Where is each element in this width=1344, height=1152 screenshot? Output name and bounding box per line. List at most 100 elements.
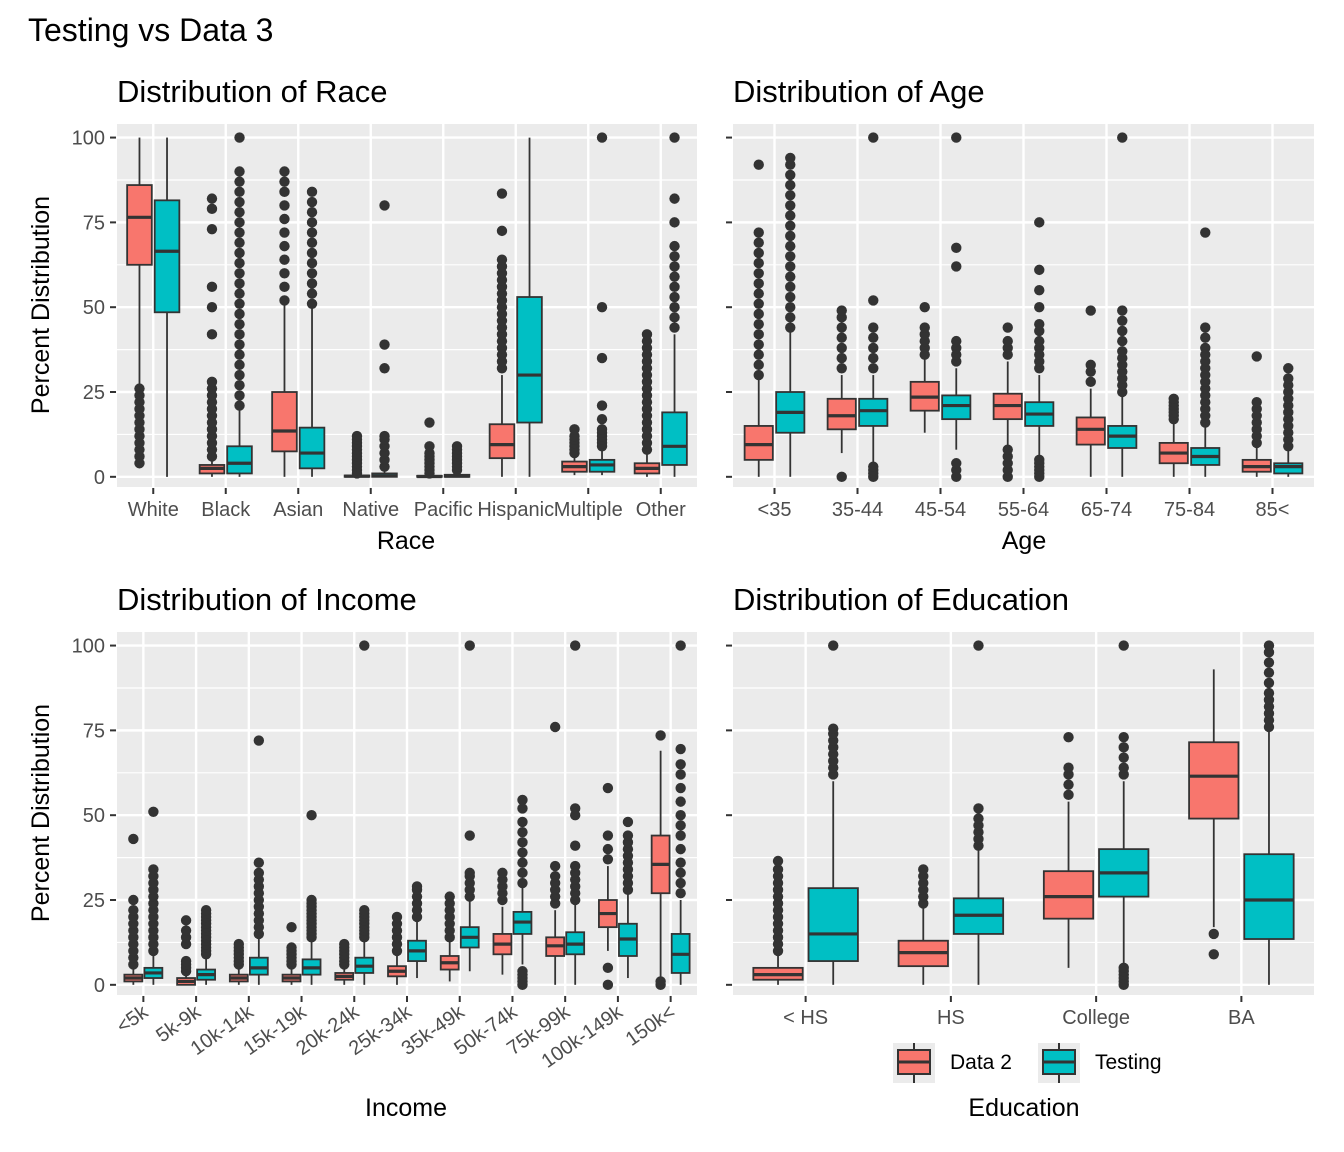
- panel-title: Distribution of Education: [733, 582, 1069, 617]
- outlier-point: [655, 976, 666, 987]
- outlier-point: [1168, 393, 1179, 404]
- y-axis-label: Percent Distribution: [27, 704, 55, 922]
- box: [897, 864, 949, 985]
- outlier-point: [234, 359, 245, 371]
- outlier-point: [306, 196, 318, 208]
- x-tick-label: < HS: [783, 1007, 828, 1029]
- x-tick-label: Native: [342, 499, 399, 521]
- outlier-point: [1118, 762, 1129, 773]
- box: [126, 137, 153, 469]
- box: [271, 166, 298, 477]
- outlier-point: [570, 860, 581, 872]
- outlier-point: [517, 826, 528, 838]
- outlier-point: [1263, 640, 1275, 651]
- outlier-point: [785, 179, 796, 191]
- box: [1098, 640, 1150, 991]
- x-axis-label: Education: [968, 1094, 1079, 1122]
- panel-income: Distribution of Income Income Percent Di…: [27, 582, 697, 1122]
- outlier-point: [306, 894, 317, 906]
- outlier-point: [134, 383, 145, 394]
- outlier-point: [1117, 335, 1128, 347]
- box: [807, 640, 859, 985]
- outlier-point: [1034, 285, 1045, 296]
- outlier-point: [596, 424, 608, 435]
- box: [588, 132, 616, 476]
- outlier-point: [669, 312, 680, 323]
- outlier-point: [785, 312, 796, 323]
- x-axis-label: Age: [1002, 527, 1046, 555]
- outlier-point: [675, 820, 686, 831]
- box: [387, 911, 407, 985]
- outlier-point: [596, 400, 608, 411]
- outlier-point: [753, 329, 764, 340]
- box-iqr: [1188, 741, 1240, 820]
- box: [176, 915, 196, 986]
- outlier-point: [918, 864, 929, 875]
- x-tick-label: 65-74: [1081, 499, 1132, 521]
- outlier-point: [753, 298, 764, 310]
- outlier-point: [785, 240, 796, 252]
- outlier-point: [234, 308, 245, 320]
- box: [228, 938, 249, 985]
- box: [952, 640, 1005, 985]
- outlier-point: [675, 867, 686, 879]
- series-testing: [143, 640, 691, 991]
- outlier-point: [1118, 640, 1129, 651]
- series-data-2: [126, 137, 661, 479]
- outlier-point: [200, 904, 212, 916]
- y-tick-label: 100: [72, 636, 105, 658]
- panel-title: Distribution of Age: [733, 74, 985, 109]
- x-tick-label: College: [1062, 1007, 1130, 1029]
- outlier-point: [868, 132, 879, 143]
- outlier-point: [279, 240, 290, 252]
- outlier-point: [1118, 752, 1129, 763]
- outlier-point: [148, 806, 159, 818]
- outlier-point: [785, 230, 796, 242]
- outlier-point: [675, 743, 686, 755]
- box: [1158, 393, 1189, 477]
- box: [1188, 669, 1240, 960]
- box: [909, 301, 940, 433]
- outlier-point: [753, 278, 764, 289]
- outlier-point: [655, 730, 666, 741]
- box: [123, 833, 144, 985]
- box: [1075, 305, 1106, 477]
- outlier-point: [253, 735, 265, 746]
- outlier-point: [1283, 373, 1294, 384]
- outlier-point: [669, 291, 680, 303]
- box-iqr: [807, 887, 859, 962]
- x-tick-label: HS: [937, 1007, 965, 1029]
- series-testing: [807, 640, 1295, 991]
- outlier-point: [675, 877, 686, 889]
- outlier-point: [622, 816, 634, 828]
- box-iqr: [271, 391, 298, 453]
- outlier-point: [785, 190, 796, 201]
- outlier-point: [379, 430, 390, 442]
- outlier-point: [570, 640, 581, 651]
- outlier-point: [234, 369, 245, 381]
- outlier-point: [868, 461, 879, 472]
- outlier-point: [951, 335, 962, 347]
- outlier-point: [234, 268, 245, 279]
- outlier-point: [753, 349, 764, 360]
- outlier-point: [359, 904, 370, 916]
- box: [488, 188, 516, 477]
- box: [248, 735, 269, 985]
- series-data-2: [752, 669, 1240, 985]
- box: [298, 186, 326, 477]
- outlier-point: [496, 188, 508, 199]
- outlier-point: [1208, 949, 1219, 960]
- outlier-point: [669, 251, 680, 262]
- outlier-point: [1002, 322, 1013, 333]
- figure-title: Testing vs Data 3: [28, 12, 273, 48]
- outlier-point: [379, 339, 390, 350]
- outlier-point: [669, 240, 680, 252]
- y-tick-label: 50: [83, 297, 105, 319]
- outlier-point: [868, 332, 879, 343]
- outlier-point: [868, 352, 879, 364]
- box: [407, 881, 427, 979]
- outlier-point: [279, 281, 290, 293]
- outlier-point: [1002, 444, 1013, 455]
- outlier-point: [306, 257, 318, 269]
